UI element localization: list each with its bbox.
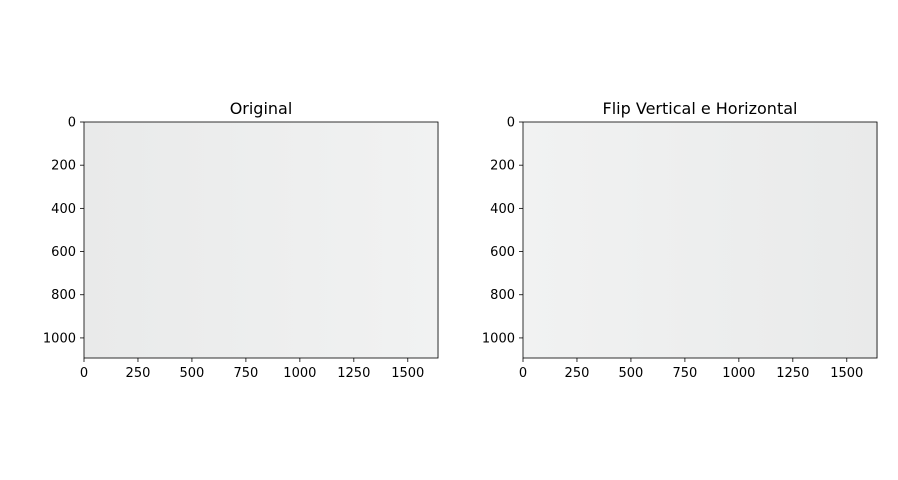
x-tick-label: 1000 <box>283 366 316 381</box>
x-tick-label: 1500 <box>391 366 424 381</box>
x-tick-label: 750 <box>672 366 697 381</box>
x-tick-label: 750 <box>233 366 258 381</box>
x-tick-label: 0 <box>80 366 88 381</box>
image-photo <box>84 122 439 359</box>
y-tick-label: 800 <box>490 288 515 303</box>
x-tick-label: 1500 <box>830 366 863 381</box>
panel-original: Original <box>43 99 439 381</box>
y-tick-label: 1000 <box>43 331 76 346</box>
x-tick-label: 1250 <box>337 366 370 381</box>
y-tick-label: 600 <box>51 245 76 260</box>
axes-frame <box>83 121 439 359</box>
y-tick-label: 400 <box>51 202 76 217</box>
panel-title: Flip Vertical e Horizontal <box>603 99 798 118</box>
x-tick-label: 1000 <box>722 366 755 381</box>
y-tick-label: 200 <box>490 159 515 174</box>
y-tick-label: 600 <box>490 245 515 260</box>
x-tick-label: 250 <box>565 366 590 381</box>
axes-frame <box>522 121 878 359</box>
panel-title: Original <box>230 99 293 118</box>
image-photo-flipped <box>523 122 878 359</box>
x-tick-label: 500 <box>619 366 644 381</box>
panel-flipped: Flip Vertical e Horizontal <box>482 99 878 381</box>
x-tick-label: 250 <box>126 366 151 381</box>
y-tick-label: 1000 <box>482 331 515 346</box>
y-tick-label: 0 <box>507 116 515 131</box>
x-tick-label: 500 <box>180 366 205 381</box>
y-tick-label: 400 <box>490 202 515 217</box>
y-tick-label: 0 <box>68 116 76 131</box>
y-tick-label: 800 <box>51 288 76 303</box>
x-tick-label: 0 <box>519 366 527 381</box>
y-tick-label: 200 <box>51 159 76 174</box>
x-tick-label: 1250 <box>776 366 809 381</box>
